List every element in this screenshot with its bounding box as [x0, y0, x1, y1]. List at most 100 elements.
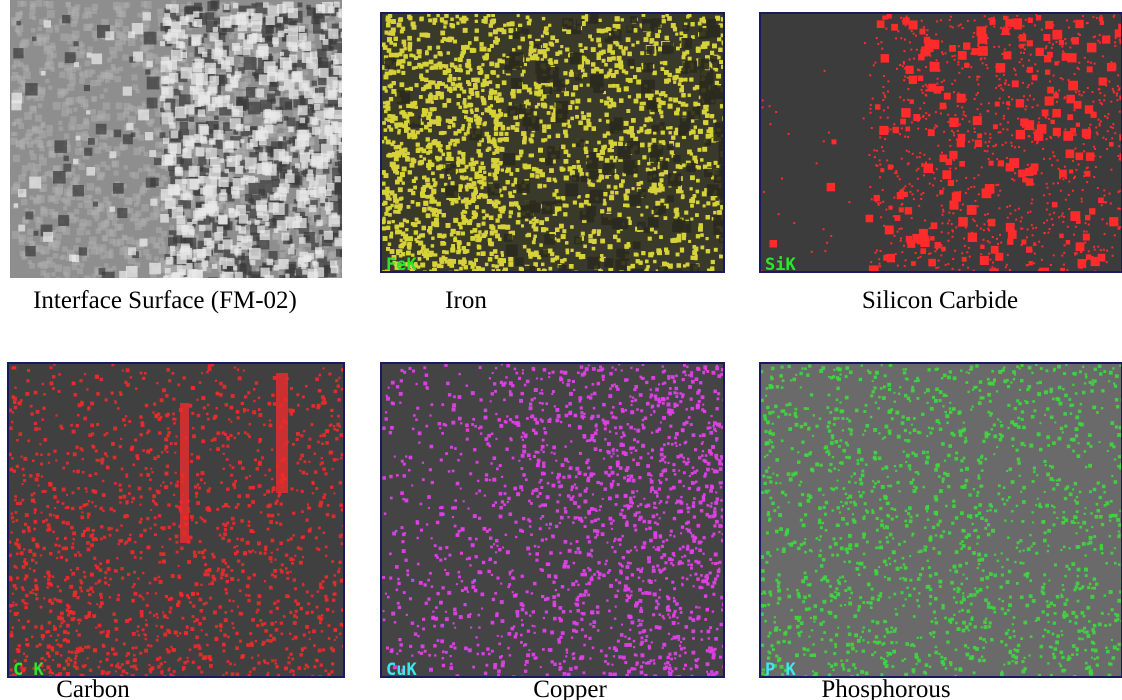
- texture-dot: [645, 206, 648, 209]
- texture-dot: [149, 150, 156, 157]
- texture-dot: [176, 41, 183, 48]
- texture-dot: [219, 216, 228, 225]
- texture-dot: [617, 238, 621, 242]
- texture-dot: [328, 29, 338, 39]
- texture-dot: [308, 99, 313, 104]
- texture-dot: [499, 132, 503, 136]
- texture-dot: [29, 13, 35, 19]
- texture-dot: [214, 116, 219, 121]
- texture-dot: [40, 96, 45, 101]
- texture-dot: [488, 32, 492, 36]
- texture-dot: [60, 33, 68, 41]
- texture-dot: [184, 148, 188, 152]
- texture-dot: [467, 59, 471, 63]
- texture-dot: [189, 117, 194, 122]
- texture-dot: [205, 196, 216, 207]
- texture-dot: [398, 203, 402, 207]
- texture-dot: [264, 119, 268, 123]
- texture-dot: [170, 4, 179, 13]
- texture-dot: [98, 175, 103, 180]
- texture-dot: [142, 278, 147, 283]
- texture-dot: [501, 254, 504, 257]
- texture-dot: [166, 257, 174, 265]
- texture-dot: [221, 189, 227, 195]
- texture-dot: [175, 179, 186, 190]
- texture-dot: [196, 73, 208, 85]
- texture-dot: [133, 52, 143, 62]
- texture-dot: [207, 1, 217, 11]
- texture-dot: [297, 218, 307, 228]
- texture-dot: [72, 178, 78, 184]
- texture-dot: [640, 51, 644, 55]
- texture-dot: [681, 195, 684, 198]
- texture-dot: [201, 196, 205, 200]
- texture-dot: [475, 29, 479, 33]
- texture-dot: [99, 143, 106, 150]
- texture-dot: [92, 97, 96, 101]
- texture-dot: [185, 104, 195, 114]
- texture-dot: [290, 147, 295, 152]
- texture-dot: [497, 201, 501, 205]
- texture-dot: [458, 260, 463, 265]
- texture-dot: [299, 26, 305, 32]
- texture-dot: [307, 256, 312, 261]
- texture-dot: [447, 152, 452, 157]
- texture-dot: [212, 264, 217, 269]
- texture-dot: [197, 249, 206, 258]
- texture-dot: [18, 123, 24, 129]
- texture-dot: [405, 238, 409, 242]
- texture-dot: [183, 190, 193, 200]
- map-panel: [10, 0, 353, 290]
- texture-dot: [85, 230, 90, 235]
- texture-dot: [100, 255, 104, 259]
- texture-dot: [324, 108, 334, 118]
- texture-dot: [610, 191, 614, 195]
- texture-dot: [382, 182, 386, 186]
- texture-dot: [35, 115, 42, 122]
- texture-dot: [110, 206, 115, 211]
- texture-dot: [675, 143, 680, 148]
- texture-dot: [470, 236, 475, 241]
- texture-dot: [658, 30, 661, 33]
- texture-dot: [237, 235, 243, 241]
- texture-dot: [629, 126, 634, 131]
- texture-dot: [65, 52, 76, 63]
- texture-dot: [555, 39, 559, 43]
- texture-dot: [671, 136, 675, 140]
- texture-dot: [489, 242, 494, 247]
- texture-dot: [233, 266, 237, 270]
- texture-dot: [409, 87, 413, 91]
- texture-dot: [299, 33, 307, 41]
- texture-dot: [541, 35, 544, 38]
- texture-dot: [90, 80, 96, 86]
- texture-dot: [259, 152, 268, 161]
- texture-dot: [564, 134, 568, 138]
- texture-dot: [482, 19, 486, 23]
- texture-dot: [153, 243, 159, 249]
- texture-dot: [485, 263, 488, 266]
- texture-dot: [206, 44, 211, 49]
- texture-dot: [178, 200, 183, 205]
- texture-dot: [272, 234, 278, 240]
- texture-dot: [331, 266, 339, 274]
- texture-dot: [542, 17, 545, 20]
- texture-dot: [501, 251, 504, 254]
- texture-dot: [50, 151, 56, 157]
- texture-dot: [667, 16, 672, 21]
- texture-dot: [22, 39, 30, 47]
- texture-dot: [30, 8, 36, 14]
- texture-dot: [483, 171, 486, 174]
- texture-dot: [28, 163, 36, 171]
- texture-dot: [392, 220, 395, 223]
- texture-dot: [311, 43, 316, 48]
- texture-dot: [56, 186, 63, 193]
- texture-dot: [446, 223, 451, 228]
- texture-dot: [328, 6, 335, 13]
- texture-dot: [27, 229, 34, 236]
- texture-dot: [102, 272, 115, 285]
- texture-dot: [143, 12, 151, 20]
- texture-dot: [598, 169, 602, 173]
- texture-dot: [86, 167, 95, 176]
- texture-dot: [260, 130, 269, 139]
- texture-dot: [666, 127, 669, 130]
